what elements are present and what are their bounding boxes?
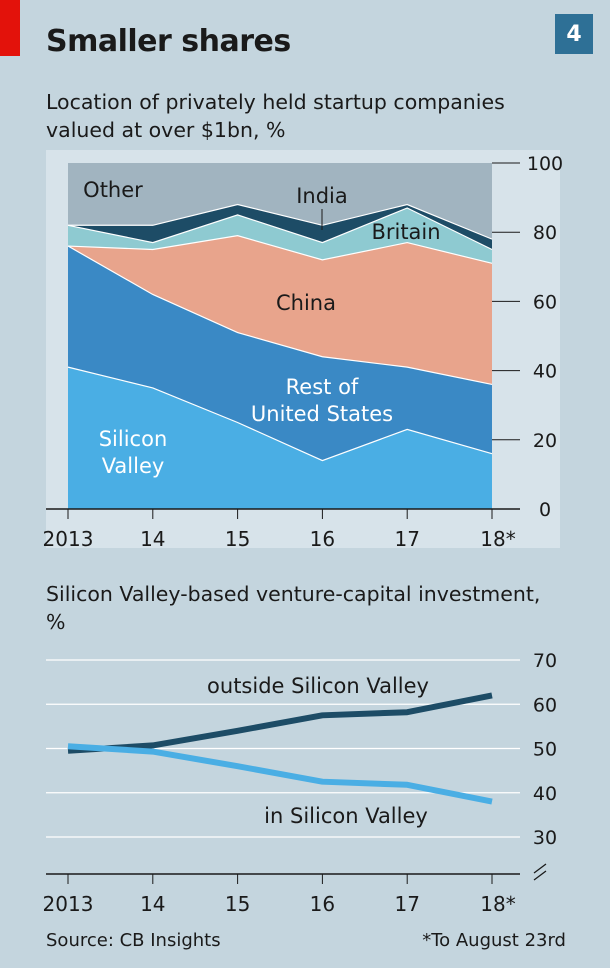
- area-silicon-valley: [68, 367, 492, 509]
- area-separator: [67, 245, 493, 386]
- source-note: Source: CB Insights: [46, 930, 221, 951]
- y-tick-label-1: 60: [533, 291, 557, 313]
- x-tick-label-1: 17: [394, 527, 419, 551]
- area-separator: [67, 235, 493, 264]
- y-tick-label-1: 20: [533, 430, 557, 452]
- red-corner-tag: [0, 0, 20, 56]
- x-tick-label-1: 18*: [480, 527, 515, 551]
- area-india: [68, 204, 492, 250]
- x-tick-label-2: 17: [394, 892, 419, 916]
- area-rest-of-united-states: [68, 246, 492, 461]
- y-tick-label-2: 60: [533, 694, 557, 716]
- y-tick-label-1: 40: [533, 361, 557, 383]
- chart-2-title: Silicon Valley-based venture-capital inv…: [46, 582, 541, 634]
- y-tick-label-2: 50: [533, 739, 557, 761]
- series-label-china: China: [276, 291, 336, 315]
- series-label-in-silicon-valley: in Silicon Valley: [264, 804, 428, 828]
- x-tick-label-2: 2013: [43, 892, 94, 916]
- series-label-silicon-valley: Silicon: [99, 427, 168, 451]
- area-britain: [68, 207, 492, 264]
- x-tick-label-2: 16: [310, 892, 335, 916]
- line-outside-silicon-valley: [67, 692, 493, 754]
- x-tick-label-1: 2013: [43, 527, 94, 551]
- area-china: [68, 235, 492, 385]
- x-tick-label-1: 15: [225, 527, 250, 551]
- y-tick-label-2: 40: [533, 783, 557, 805]
- y-tick-label-2: 30: [533, 827, 557, 849]
- area-separator: [67, 366, 493, 462]
- series-label-outside-silicon-valley: outside Silicon Valley: [207, 674, 429, 698]
- page-title: Smaller shares: [46, 24, 291, 59]
- y-tick-label-1: 80: [533, 222, 557, 244]
- series-label-other: Other: [83, 178, 143, 202]
- y-tick-label-1: 0: [539, 499, 551, 521]
- y-tick-label-1: 100: [527, 153, 563, 175]
- series-label-rest-of-united-states: United States: [251, 402, 393, 426]
- x-tick-label-2: 18*: [480, 892, 515, 916]
- x-tick-label-1: 14: [140, 527, 165, 551]
- x-tick-label-2: 14: [140, 892, 165, 916]
- area-separator: [67, 207, 493, 251]
- series-label-rest-of-united-states: Rest of: [286, 375, 359, 399]
- series-label-britain: Britain: [371, 220, 440, 244]
- axis-break-marker: [533, 863, 547, 881]
- area-separator: [68, 203, 493, 240]
- x-tick-label-2: 15: [225, 892, 250, 916]
- series-label-india: India: [296, 184, 348, 208]
- chart-1-title: Location of privately held startup compa…: [46, 90, 505, 142]
- chart-number-badge: 4: [555, 14, 593, 54]
- x-tick-label-1: 16: [310, 527, 335, 551]
- line-in-silicon-valley: [67, 743, 493, 805]
- series-label-silicon-valley: Valley: [102, 454, 165, 478]
- y-tick-label-2: 70: [533, 650, 557, 672]
- footnote: *To August 23rd: [422, 930, 566, 951]
